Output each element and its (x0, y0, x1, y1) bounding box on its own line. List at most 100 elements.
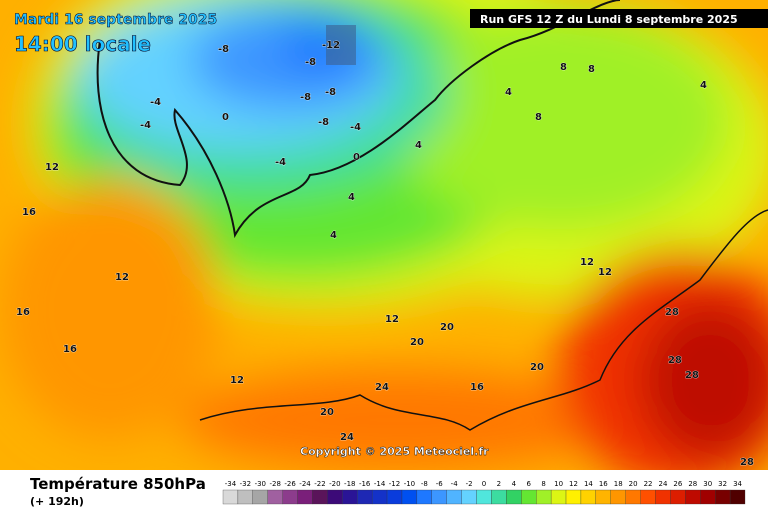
colorbar-swatch (371, 489, 388, 505)
colorbar-swatch (416, 489, 432, 505)
contour-label: 24 (340, 432, 354, 443)
colorbar-swatch (401, 489, 418, 505)
contour-label: 28 (740, 457, 754, 468)
colorbar-swatch (327, 489, 343, 505)
contour-label: 12 (45, 162, 59, 173)
contour-label: 20 (530, 362, 544, 373)
colorbar-swatch (282, 489, 298, 505)
colorbar-tick-label: 34 (733, 480, 742, 488)
contour-label: 16 (470, 382, 484, 393)
colorbar-tick-label: 32 (718, 480, 727, 488)
colorbar-swatch (491, 489, 507, 505)
contour-label: -4 (150, 97, 161, 108)
map-labels: -12 -8 -8 -8 -8 -8 -4 -4 -4 -4 0 0 4 4 4 4 8 8 8 12 12 12 12 16… (16, 40, 755, 469)
colorbar-tick-label: 8 (541, 480, 545, 488)
legend-title: Température 850hPa (30, 475, 206, 493)
colorbar-swatch (252, 489, 268, 505)
colorbar-swatch (476, 489, 492, 505)
colorbar-tick-label: 4 (512, 480, 517, 488)
contour-label: 16 (16, 307, 30, 318)
contour-label: 4 (505, 87, 512, 98)
colorbar-swatch (640, 489, 656, 505)
colorbar-tick-label: 6 (527, 480, 532, 488)
colorbar-tick-label: -32 (240, 480, 251, 488)
contour-label: 8 (588, 64, 595, 75)
colorbar-tick-label: 2 (497, 480, 501, 488)
colorbar-swatch (625, 489, 641, 505)
colorbar-swatch (521, 489, 537, 505)
contour-label: 4 (415, 140, 422, 151)
colorbar-tick-label: 20 (629, 480, 638, 488)
contour-label: 28 (685, 370, 699, 381)
contour-label: 8 (560, 62, 567, 73)
colorbar-tick-label: -16 (359, 480, 371, 488)
colorbar-tick-label: 30 (703, 480, 712, 488)
contour-label: -8 (218, 44, 229, 55)
colorbar-tick-label: -24 (299, 480, 311, 488)
colorbar-swatch (506, 489, 522, 505)
contour-label: 16 (63, 344, 77, 355)
contour-label: 12 (598, 267, 612, 278)
forecast-date: Mardi 16 septembre 2025 (14, 12, 217, 28)
header: Mardi 16 septembre 2025 14:00 locale Run… (14, 9, 768, 458)
contour-label: 0 (353, 152, 360, 163)
contour-label: 28 (668, 355, 682, 366)
colorbar-tick-label: -8 (421, 480, 428, 488)
contour-label: -4 (275, 157, 286, 168)
contours (96, 0, 768, 431)
colorbar-tick-label: -30 (255, 480, 266, 488)
colorbar-swatch (565, 489, 582, 505)
colorbar-tick-label: -14 (374, 480, 386, 488)
colorbar-swatch (536, 489, 552, 505)
colorbar-tick-label: -18 (344, 480, 355, 488)
colorbar-swatch (580, 489, 597, 505)
lead-time: (+ 192h) (30, 495, 84, 508)
contour-label: 20 (320, 407, 334, 418)
colorbar-tick-label: -34 (225, 480, 237, 488)
colorbar-tick-label: -2 (466, 480, 473, 488)
colorbar-swatch (386, 489, 403, 505)
contour-label: -8 (318, 117, 329, 128)
colorbar-tick-label: -12 (389, 480, 400, 488)
colorbar-tick-label: -28 (269, 480, 280, 488)
temperature-field (0, 0, 768, 490)
colorbar-tick-label: -10 (404, 480, 415, 488)
contour-label: 4 (700, 80, 707, 91)
colorbar-swatch (297, 489, 313, 505)
colorbar-swatch (685, 489, 701, 505)
colorbar-tick-label: 12 (569, 480, 578, 488)
contour-label: 20 (440, 322, 454, 333)
colorbar-tick-label: 26 (673, 480, 682, 488)
colorbar-tick-label: 0 (482, 480, 486, 488)
colorbar-tick-label: 10 (554, 480, 563, 488)
colorbar-swatch (550, 489, 567, 505)
colorbar-swatch (431, 489, 447, 505)
colorbar: -34 -32 -30 -28 -26 -24 -22 -20 -18 -16 -14 -12 -10-… (222, 480, 746, 505)
contour-label: 16 (22, 207, 36, 218)
contour-label: -4 (350, 122, 361, 133)
contour-label: 12 (385, 314, 399, 325)
colorbar-tick-label: 22 (644, 480, 653, 488)
colorbar-swatch (342, 489, 358, 505)
copyright: Copyright © 2025 Meteociel.fr (300, 445, 489, 458)
colorbar-swatch (655, 489, 671, 505)
colorbar-swatch (312, 489, 328, 505)
contour-label: 8 (535, 112, 542, 123)
contour-label: -8 (305, 57, 316, 68)
colorbar-tick-label: 14 (584, 480, 593, 488)
forecast-time: 14:00 locale (14, 32, 151, 56)
colorbar-swatch (357, 489, 373, 505)
contour-label: -4 (140, 120, 151, 131)
colorbar-swatch (267, 489, 283, 505)
colorbar-swatch (715, 489, 731, 505)
colorbar-swatch (237, 489, 253, 505)
colorbar-tick-label: -22 (314, 480, 325, 488)
colorbar-tick-label: 28 (688, 480, 697, 488)
colorbar-swatch (700, 489, 716, 505)
colorbar-tick-label: -4 (451, 480, 459, 488)
contour-label: -12 (322, 40, 340, 51)
contour-label: 12 (115, 272, 129, 283)
contour-label: -8 (325, 87, 336, 98)
colorbar-swatch (670, 489, 686, 505)
colorbar-tick-label: 18 (614, 480, 623, 488)
